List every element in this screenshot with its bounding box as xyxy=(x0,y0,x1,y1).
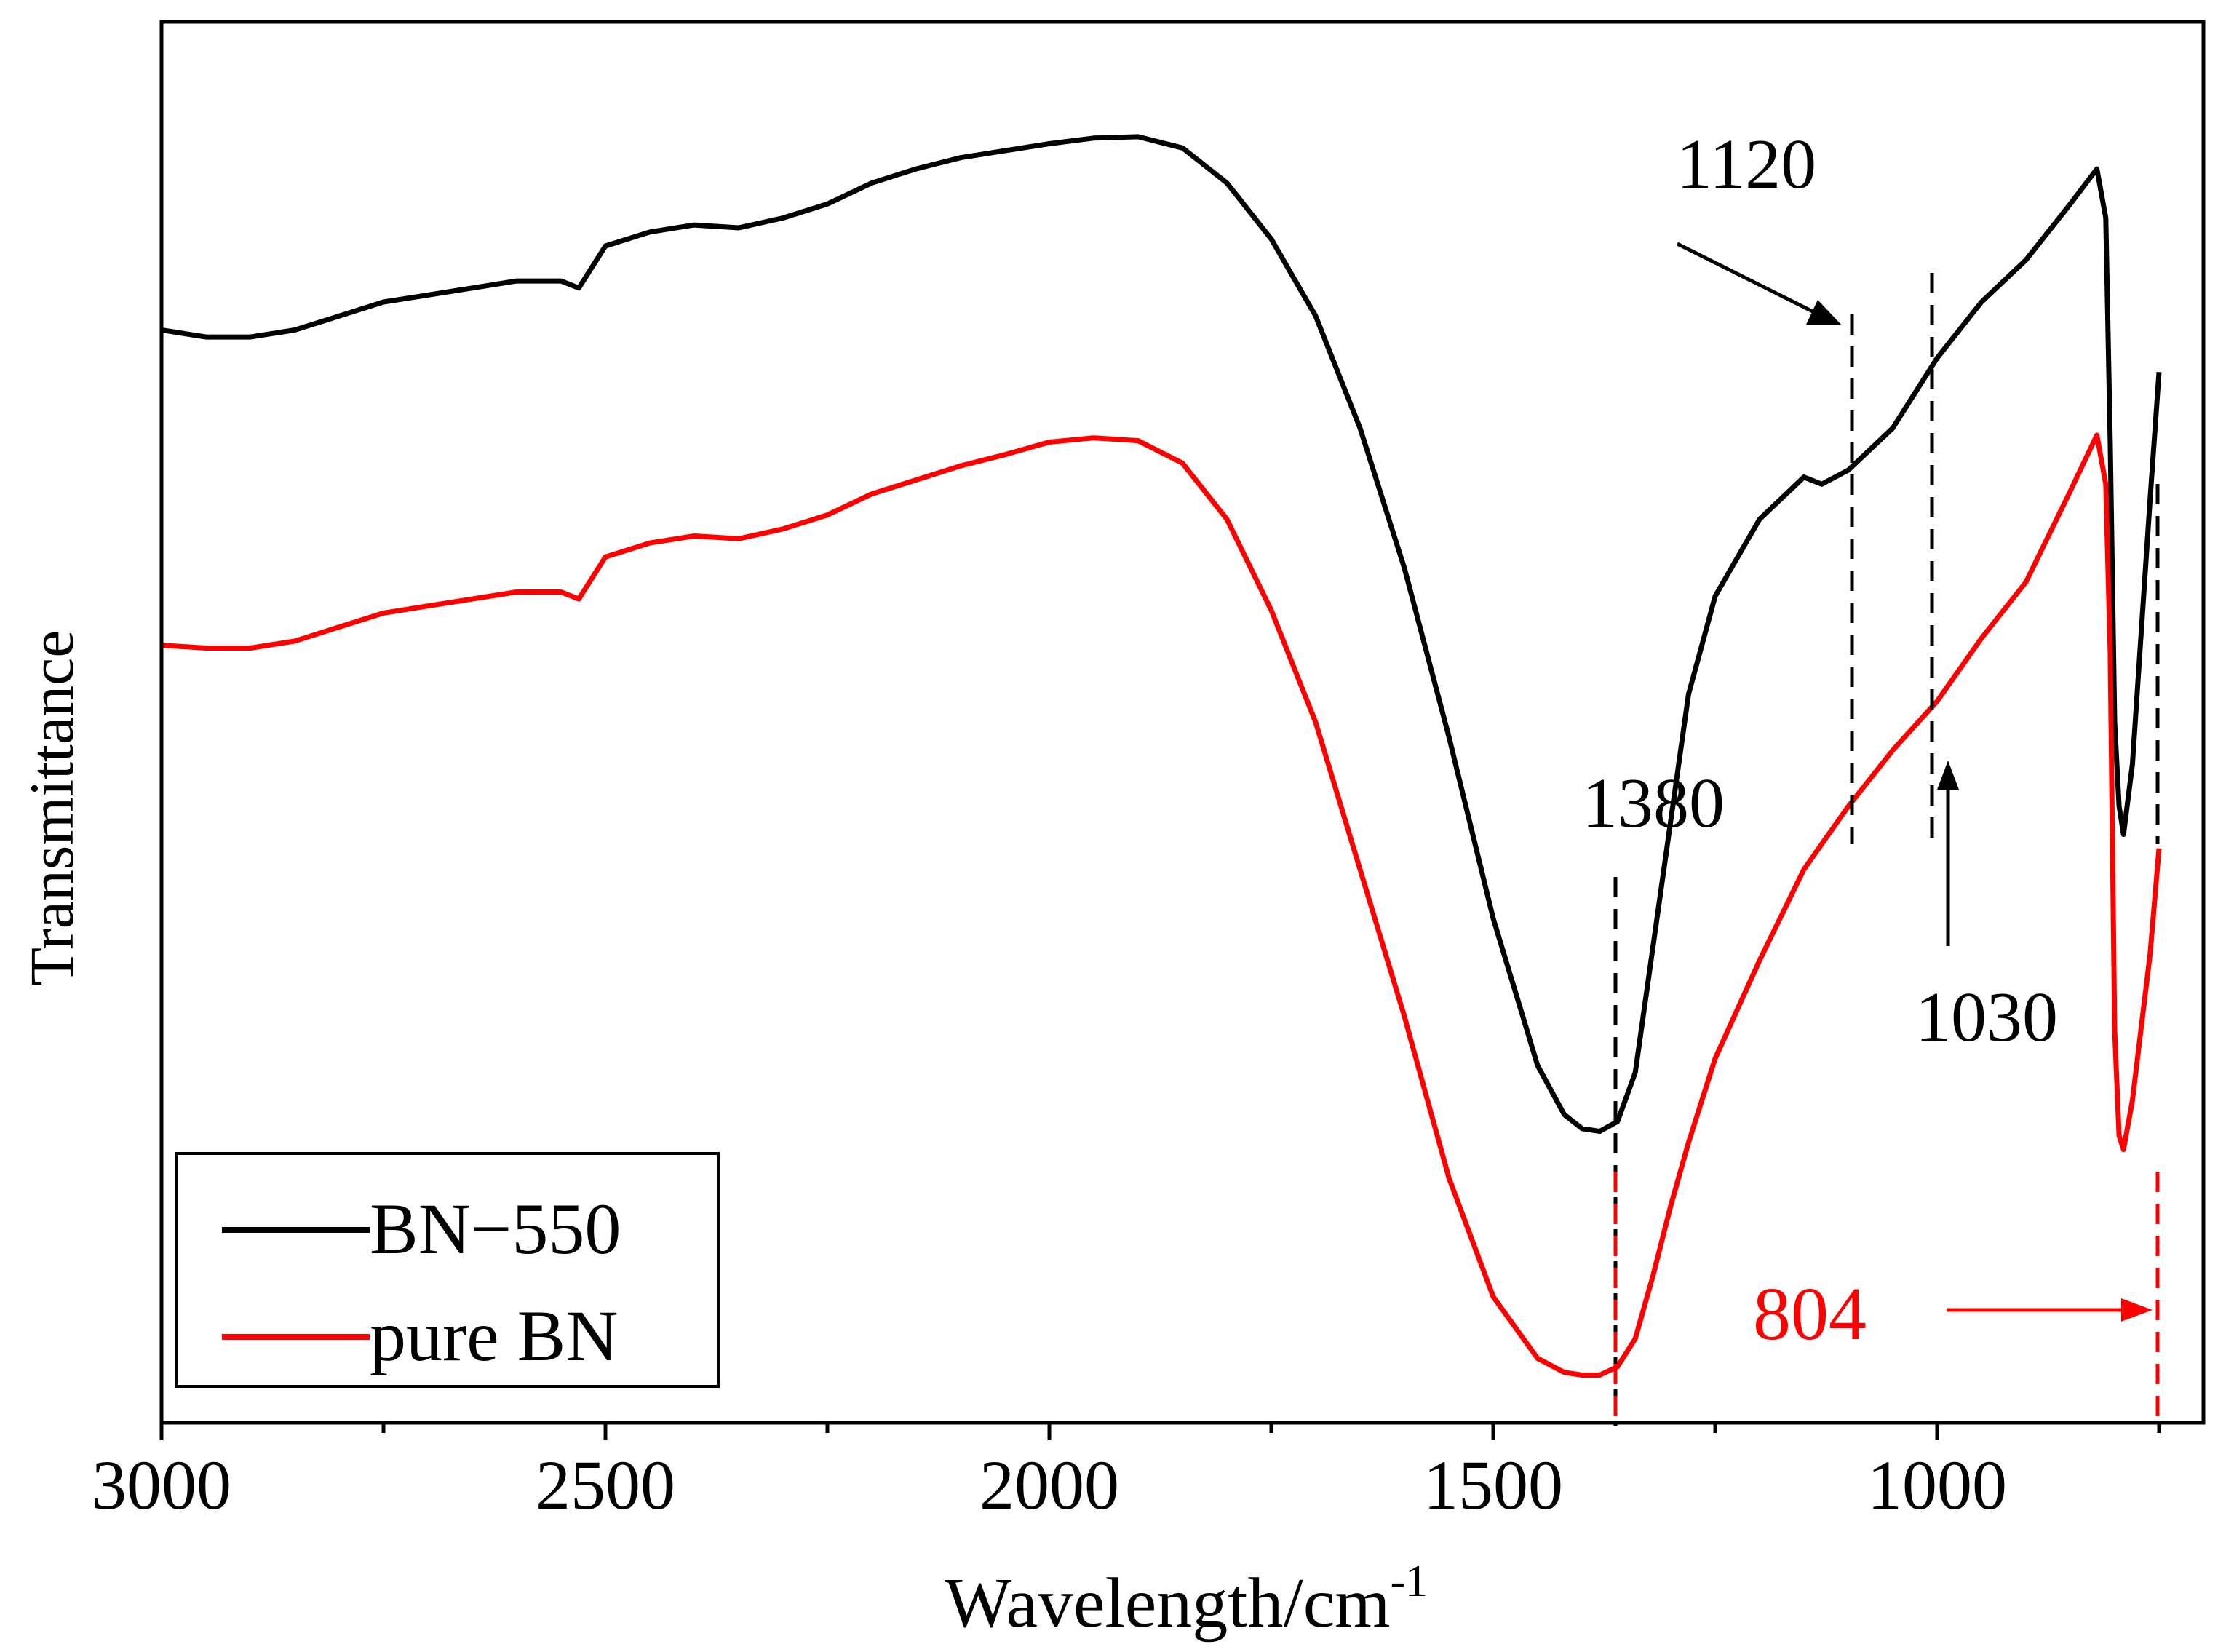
annotation-804: 804 xyxy=(1753,1272,1867,1356)
x-tick-label: 3000 xyxy=(92,1446,231,1524)
x-tick-label: 2500 xyxy=(536,1446,675,1524)
arrow-1120 xyxy=(1676,242,1817,315)
x-axis-ticks: 3000 2500 2000 1500 1000 xyxy=(92,1423,2161,1524)
y-axis-label: Transmittance xyxy=(17,630,87,986)
plot-frame xyxy=(159,20,2206,1425)
arrowhead-1120 xyxy=(1806,300,1841,325)
annotation-1120: 1120 xyxy=(1677,125,1816,204)
legend-label-pure-bn: pure BN xyxy=(370,1295,619,1376)
annotation-1380: 1380 xyxy=(1582,764,1725,843)
x-tick-label: 1000 xyxy=(1867,1446,2007,1524)
arrowhead-1030 xyxy=(1937,761,1959,790)
series-line-pure-bn xyxy=(162,432,2162,1378)
peak-annotations: 1380 1120 1030 804 xyxy=(1582,125,2160,1426)
x-tick-label: 2000 xyxy=(979,1446,1119,1524)
legend-box xyxy=(175,1152,720,1388)
x-axis-label: Wavelength/cm-1 xyxy=(945,1557,1428,1643)
legend-label-bn-550: BN−550 xyxy=(370,1188,621,1269)
series-line-bn-550 xyxy=(162,134,2162,1135)
legend: BN−550 pure BN xyxy=(175,1152,720,1388)
arrowhead-804 xyxy=(2121,1298,2153,1322)
x-tick-label: 1500 xyxy=(1423,1446,1563,1524)
annotation-1030: 1030 xyxy=(1915,978,2058,1057)
